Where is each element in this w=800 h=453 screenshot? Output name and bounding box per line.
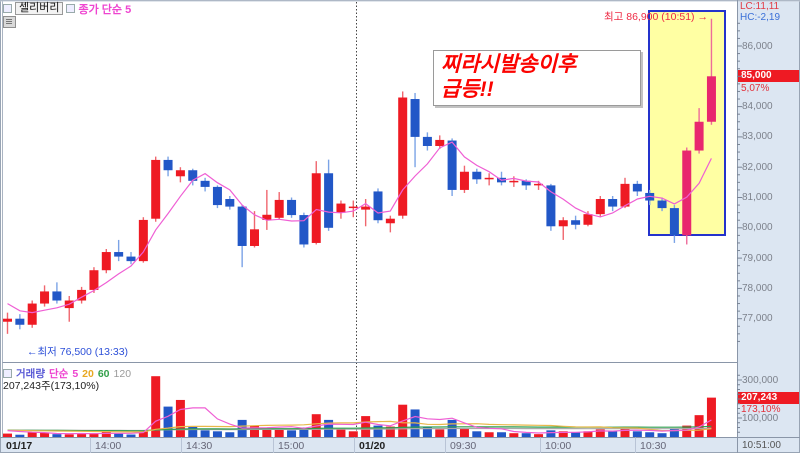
price-axis-label: 79,000	[742, 252, 773, 264]
volume-ma-label: 단순	[48, 368, 69, 380]
volume-ma5-label: 5	[72, 367, 79, 380]
time-axis-strip	[0, 438, 800, 453]
volume-ma60-label: 60	[97, 367, 110, 380]
chart-menu-icon[interactable]	[3, 16, 16, 28]
volume-ma120-label: 120	[113, 367, 132, 380]
legend-toggle-icon[interactable]	[3, 4, 12, 13]
time-axis-label: 09:30	[450, 440, 477, 452]
price-axis-label: 81,000	[742, 192, 773, 203]
volume-legend: 거래량 단순 5 20 60 120	[3, 366, 131, 381]
time-axis-label: 14:00	[95, 440, 122, 452]
price-axis-label: 83,000	[742, 131, 773, 143]
price-axis-label: 77,000	[742, 313, 773, 325]
price-axis-label: 82,000	[742, 161, 773, 173]
time-axis-label: 01/17	[6, 440, 33, 452]
price-axis-panel: LC:11,11 HC:-2,19 86,000 85,000 84,000 83,0…	[738, 0, 800, 453]
volume-legend-name: 거래량	[16, 368, 45, 380]
time-axis-label: 15:00	[278, 440, 305, 452]
current-volume-readout: 207,243주(173,10%)	[3, 380, 100, 392]
price-axis-label: 80,000	[742, 222, 773, 234]
current-volume-marker: 207,243	[738, 391, 799, 404]
callout-line1: 찌라시발송이후	[441, 53, 577, 76]
price-legend: 셀리버리 종가 단순 5	[3, 2, 132, 16]
price-axis-label: 86,000	[742, 40, 773, 52]
day-low-annotation: ←최저 76,500 (13:33)	[27, 346, 129, 358]
volume-ma20-label: 20	[82, 367, 94, 380]
day-high-annotation: 최고 86,900 (10:51) →	[604, 11, 708, 23]
callout-line2: 급등!!	[441, 77, 494, 101]
current-volume-pct: 173,10%	[741, 404, 781, 416]
time-axis-label: 14:30	[186, 440, 213, 452]
current-change-pct: 5,07%	[741, 82, 770, 94]
volume-axis-label: 300,000	[742, 374, 779, 386]
current-price-marker: 85,000	[738, 70, 799, 83]
price-axis-label: 84,000	[742, 101, 773, 113]
volume-axis-label: 100,000	[742, 412, 779, 424]
last-time-label: 10:51:00	[742, 440, 781, 451]
user-callout-box[interactable]: 찌라시발송이후 급등!!	[433, 50, 641, 106]
volume-toggle-icon[interactable]	[3, 369, 12, 378]
stock-name-label[interactable]: 셀리버리	[15, 2, 64, 15]
time-axis-label: 01/20	[359, 440, 386, 452]
time-axis-label: 10:30	[640, 440, 667, 452]
price-axis-label: 78,000	[742, 282, 773, 294]
ma-toggle-icon[interactable]	[66, 4, 76, 13]
time-axis-label: 10:00	[545, 440, 572, 452]
hc-readout: HC:-2,19	[740, 12, 781, 23]
price-ma-legend: 종가 단순 5	[78, 3, 132, 16]
lc-readout: LC:11,11	[740, 1, 780, 12]
